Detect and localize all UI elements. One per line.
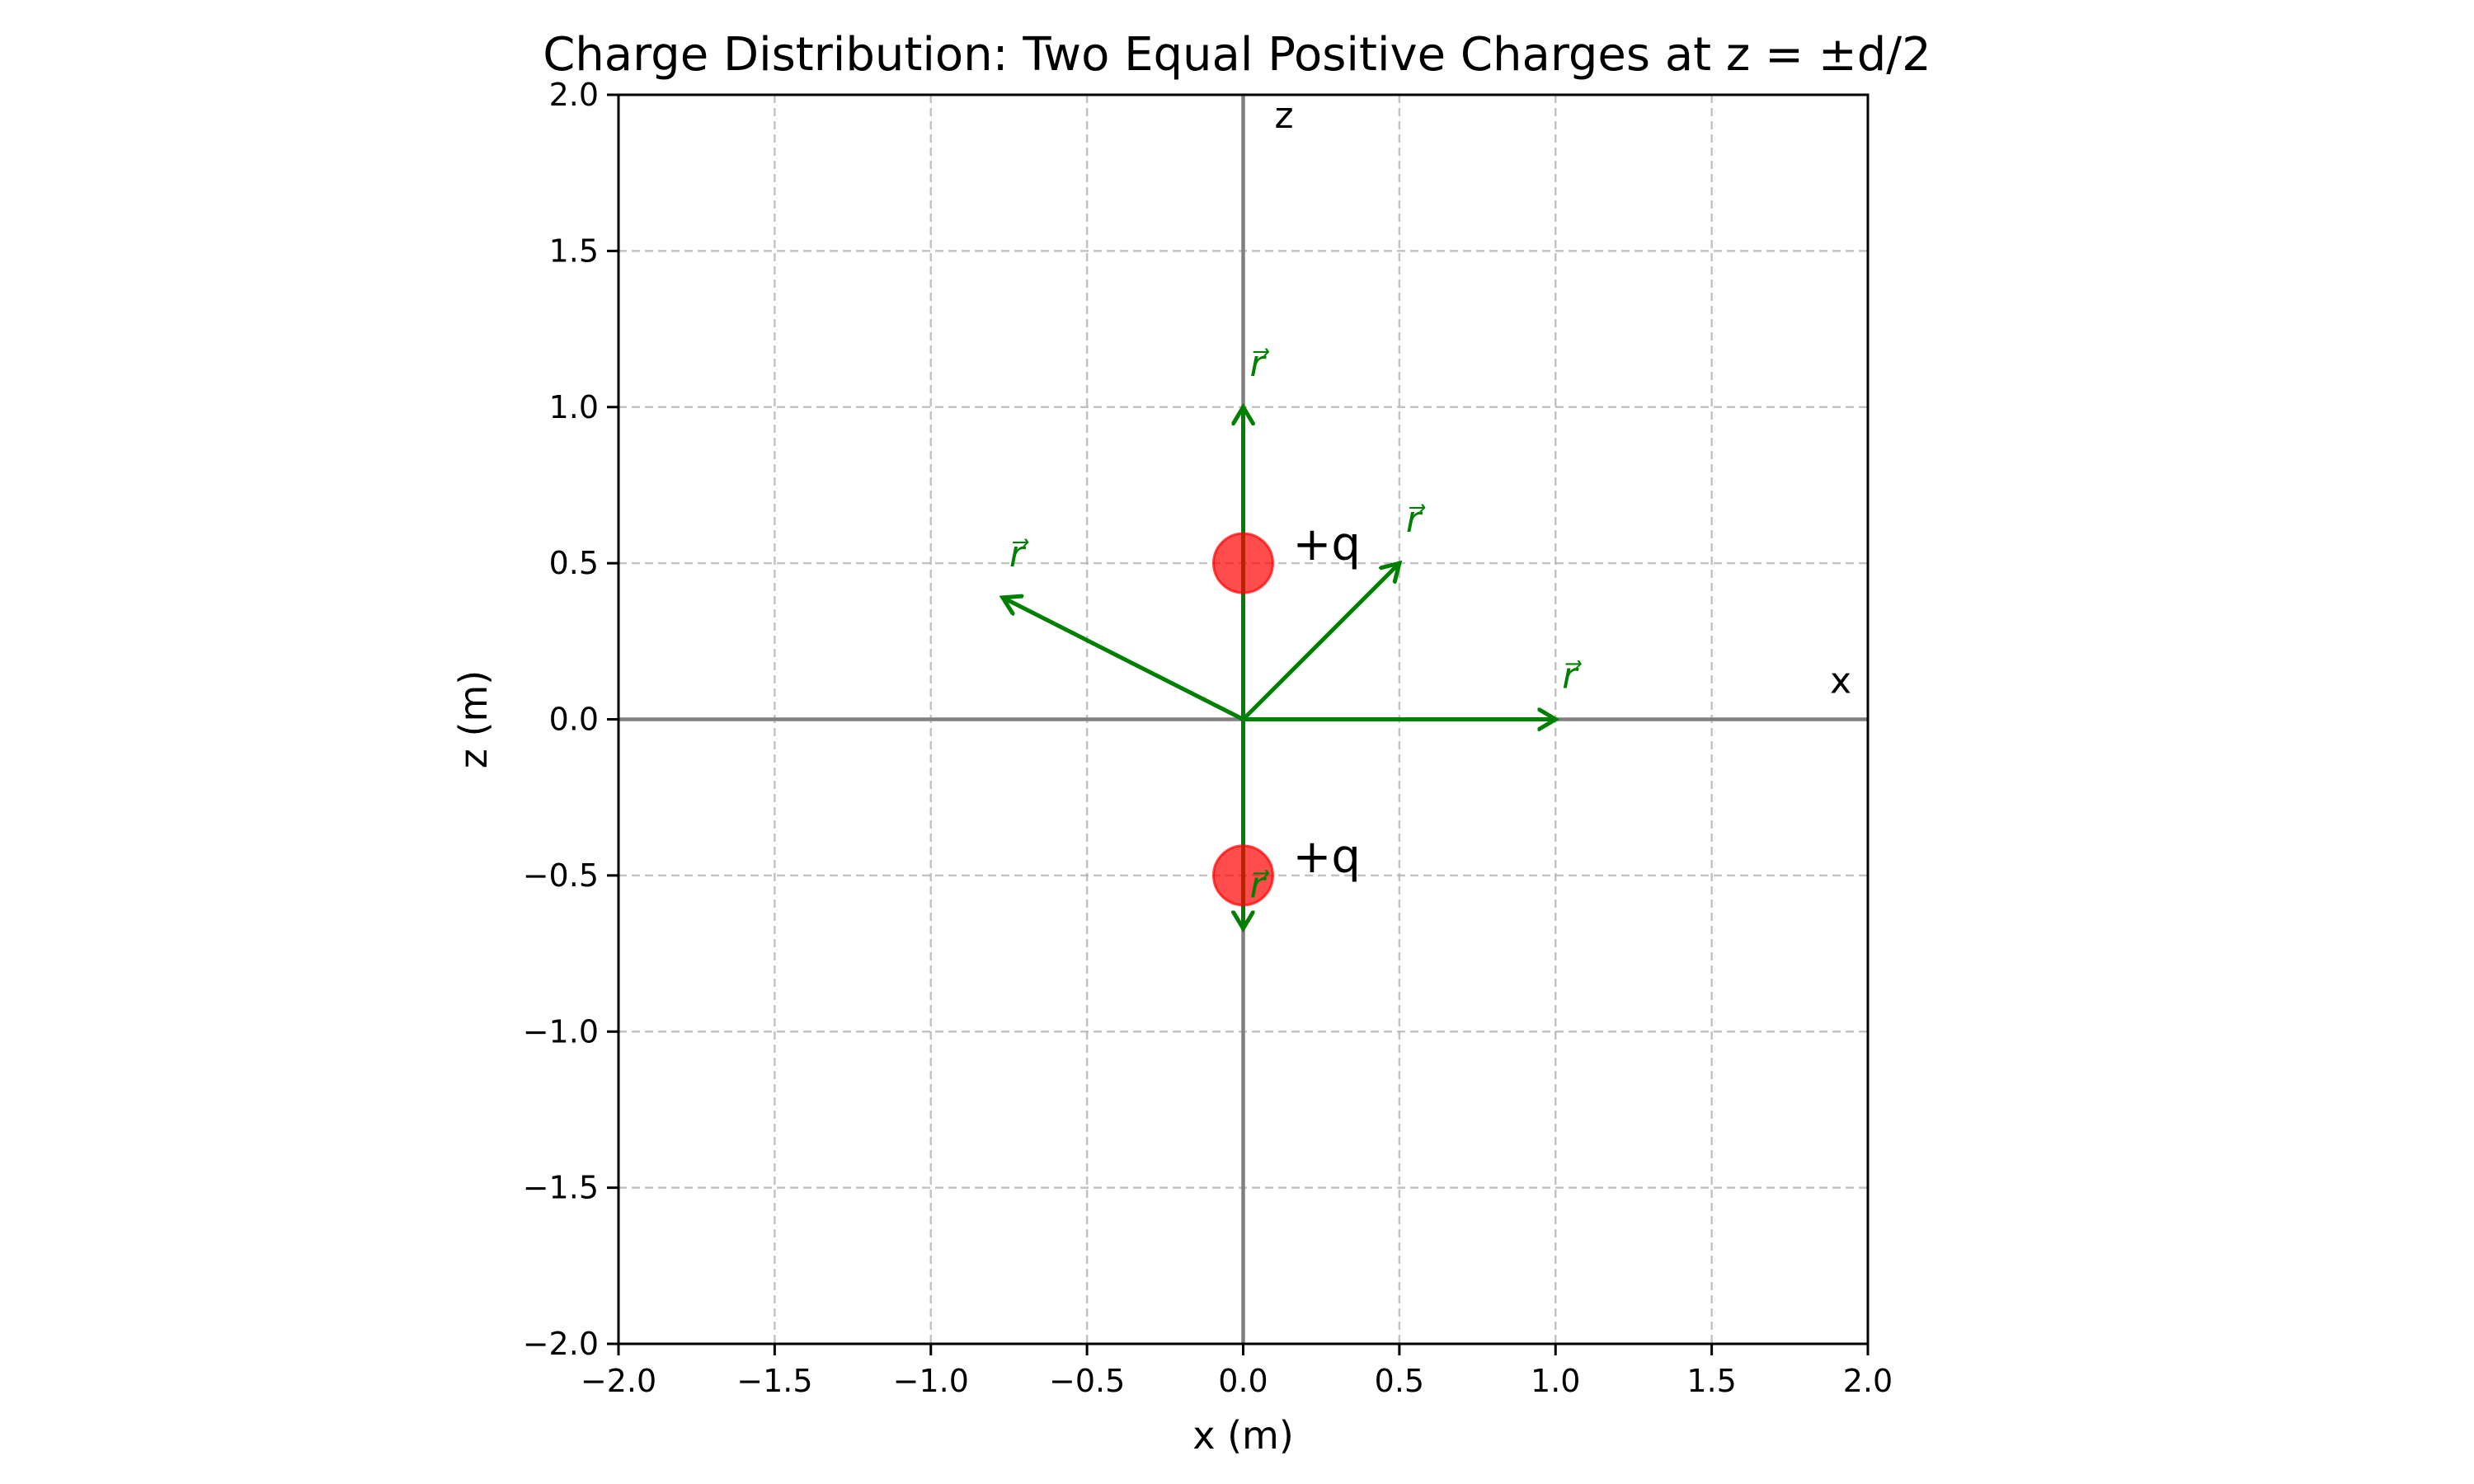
x-tick-label: 1.0 <box>1531 1363 1580 1399</box>
y-tick-label: 1.5 <box>549 232 599 269</box>
y-tick-label: −1.0 <box>523 1013 599 1050</box>
x-tick-label: −0.5 <box>1049 1363 1125 1399</box>
vector-label: r⃗ <box>1250 343 1270 385</box>
x-axis-line-label: x <box>1830 660 1851 702</box>
x-tick-label: −1.0 <box>893 1363 969 1399</box>
y-tick-label: −0.5 <box>523 857 599 894</box>
x-tick-label: 2.0 <box>1843 1363 1893 1399</box>
y-tick-label: 2.0 <box>549 77 599 113</box>
y-tick-label: −2.0 <box>523 1326 599 1362</box>
charge-marker <box>1212 532 1274 594</box>
text-labels: x z +q +q r⃗ r⃗ r⃗ r⃗ r⃗ <box>1009 95 1851 906</box>
vector-arrow <box>1003 598 1244 721</box>
axis-ticks: −2.0 −1.5 −1.0 −0.5 0.0 0.5 1.0 1.5 2.0 −2.0 −1.5 −… <box>523 77 1893 1399</box>
chart-title: Charge Distribution: Two Equal Positive … <box>543 28 1931 82</box>
vector-label: r⃗ <box>1562 655 1582 697</box>
x-tick-label: −2.0 <box>581 1363 656 1399</box>
x-tick-label: 0.0 <box>1218 1363 1268 1399</box>
x-tick-label: 1.5 <box>1686 1363 1736 1399</box>
vector-label: r⃗ <box>1009 533 1029 575</box>
vector-label: r⃗ <box>1406 499 1426 541</box>
y-tick-label: 0.0 <box>549 702 599 738</box>
point-charges <box>1212 532 1274 907</box>
charge-label: +q <box>1293 518 1361 571</box>
vector-label: r⃗ <box>1250 864 1270 906</box>
y-tick-label: 0.5 <box>549 545 599 581</box>
charge-marker <box>1212 844 1274 907</box>
charge-label: +q <box>1293 830 1361 884</box>
x-tick-label: 0.5 <box>1375 1363 1424 1399</box>
y-tick-label: 1.0 <box>549 389 599 425</box>
y-tick-label: −1.5 <box>523 1170 599 1206</box>
vector-arrow <box>1241 563 1399 721</box>
x-tick-label: −1.5 <box>736 1363 812 1399</box>
z-axis-line-label: z <box>1275 95 1294 137</box>
x-axis-title: x (m) <box>1192 1413 1294 1458</box>
y-axis-title: z (m) <box>451 670 496 768</box>
